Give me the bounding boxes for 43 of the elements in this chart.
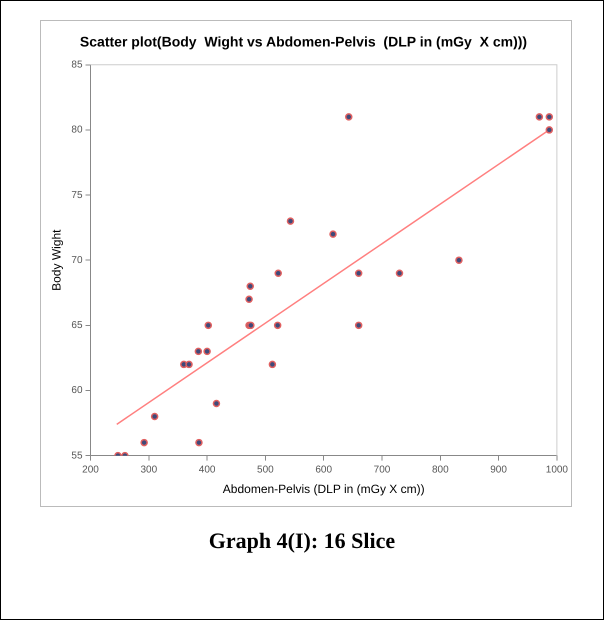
point	[396, 269, 404, 277]
x-tick-label: 600	[315, 464, 332, 476]
point	[212, 400, 220, 408]
point	[140, 438, 148, 446]
y-tick-label: 60	[71, 385, 83, 396]
x-tick-label: 500	[257, 464, 274, 476]
y-tick-label: 55	[71, 450, 83, 462]
point	[536, 113, 544, 121]
point	[274, 322, 282, 330]
point	[354, 269, 362, 277]
point	[203, 348, 211, 356]
x-axis-title: Abdomen-Pelvis (DLP in (mGy X cm))	[222, 482, 425, 496]
caption: Graph 4(I): 16 Slice	[208, 528, 396, 554]
x-tick-label: 200	[82, 464, 100, 476]
x-tick-label: 300	[140, 464, 158, 476]
y-tick-label: 70	[71, 254, 83, 266]
point	[185, 360, 193, 368]
point	[345, 113, 353, 121]
x-tick-label: 1000	[546, 464, 568, 476]
point	[245, 296, 253, 304]
point	[150, 412, 158, 420]
point	[246, 282, 254, 290]
y-tick-label: 85	[71, 60, 83, 71]
y-tick-label: 65	[71, 320, 83, 332]
point	[546, 113, 554, 121]
point	[204, 322, 212, 330]
y-tick-label: 75	[71, 190, 83, 201]
point	[286, 217, 294, 225]
y-tick-label: 80	[71, 124, 83, 136]
point	[268, 360, 276, 368]
point	[354, 322, 362, 330]
point	[274, 269, 282, 277]
point	[195, 438, 203, 446]
x-tick-label: 700	[374, 464, 391, 476]
x-tick-label: 400	[198, 464, 216, 476]
point	[194, 348, 202, 356]
point	[455, 256, 463, 264]
x-tick-label: 800	[432, 464, 450, 476]
y-axis-title: Body Wight	[50, 228, 64, 291]
x-tick-label: 900	[490, 464, 508, 476]
point	[329, 230, 337, 238]
point	[546, 126, 554, 134]
chart-title: Scatter plot(Body Wight vs Abdomen-Pelvis (DLP in (mGy X cm)))	[80, 33, 528, 50]
